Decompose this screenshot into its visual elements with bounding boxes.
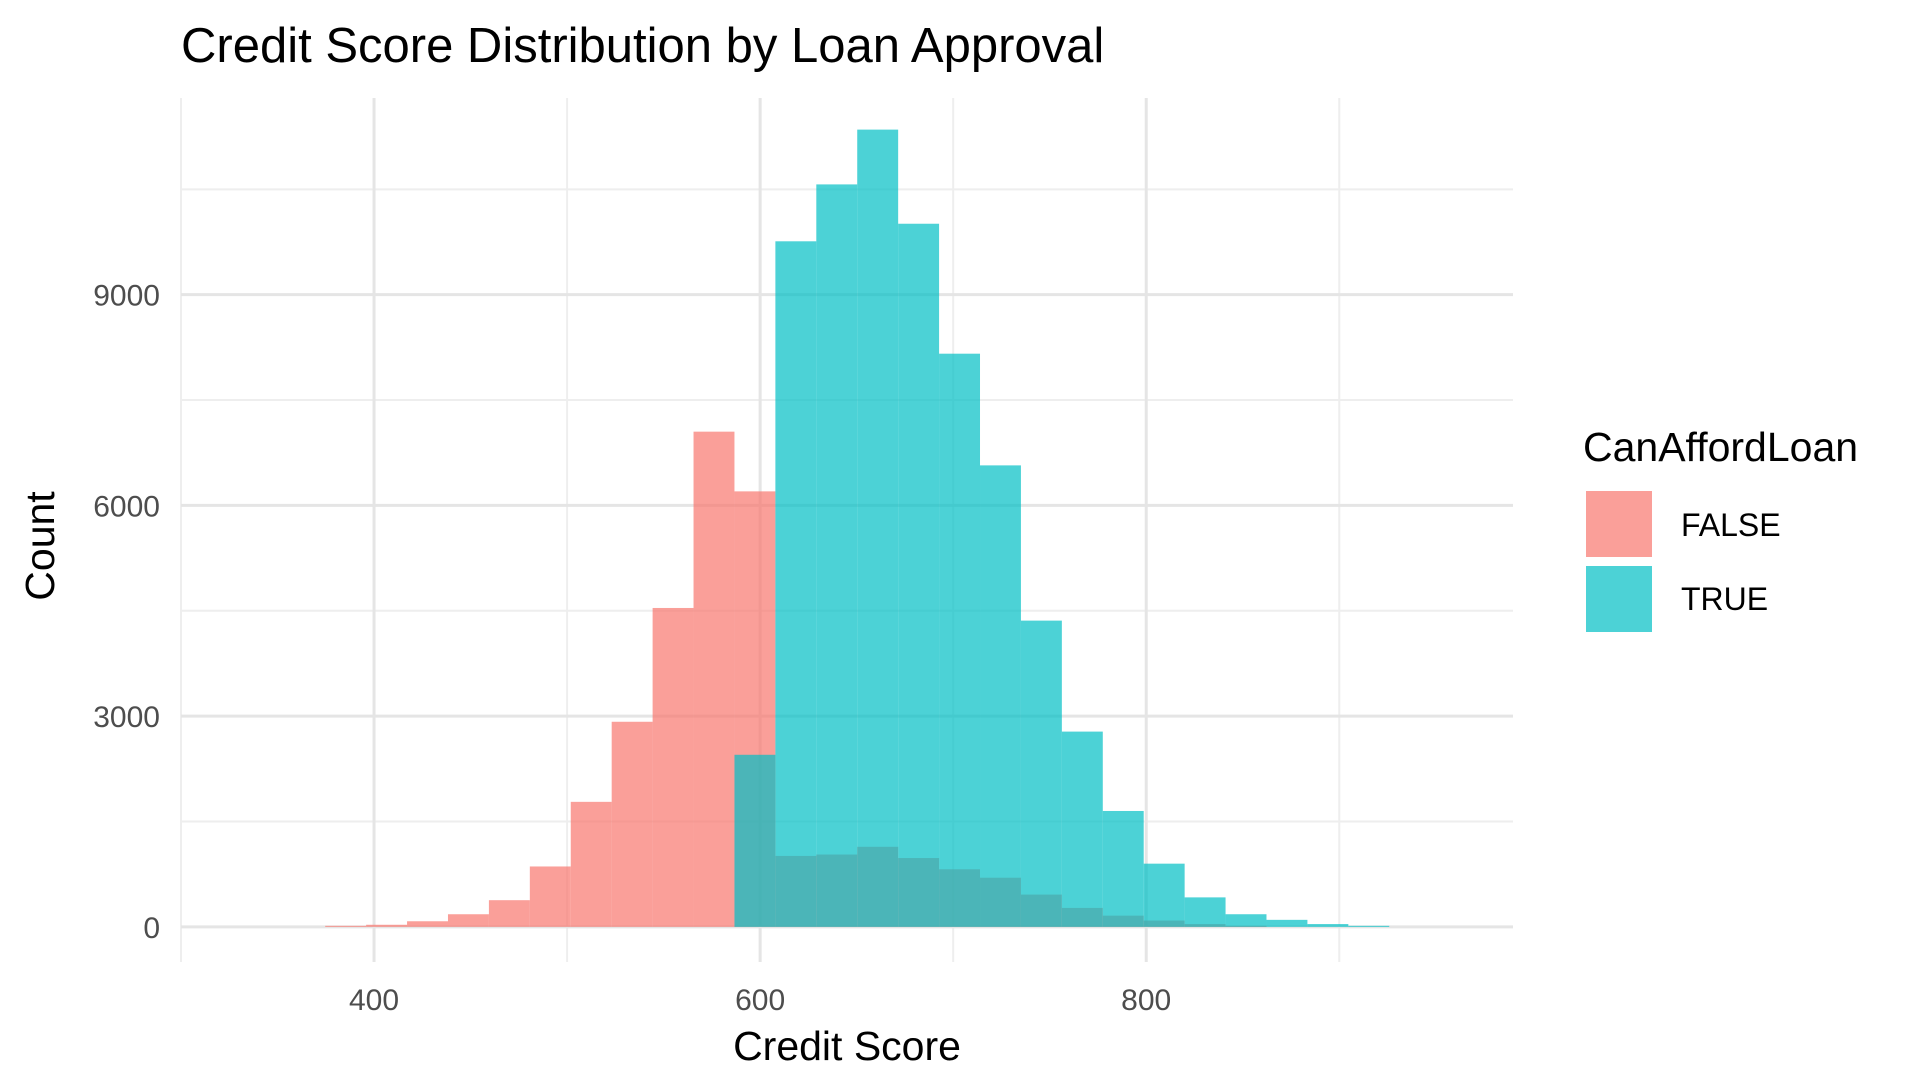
bar-false [488, 900, 530, 927]
legend: CanAffordLoan FALSE TRUE [1583, 424, 1858, 632]
x-axis-title: Credit Score [733, 1023, 961, 1069]
axis-ticks: 400 600 800 0 3000 6000 9000 [93, 280, 1171, 1017]
bar-true [1225, 914, 1267, 927]
y-tick-label: 9000 [93, 280, 160, 313]
histogram-bars [325, 129, 1390, 927]
y-axis-title: Count [17, 491, 63, 601]
bar-true [939, 353, 981, 927]
y-tick-label: 3000 [93, 701, 160, 734]
legend-key-true [1586, 566, 1652, 632]
bar-false [652, 607, 694, 927]
bar-false [611, 721, 653, 927]
bar-false [693, 431, 735, 927]
chart-title: Credit Score Distribution by Loan Approv… [181, 19, 1104, 73]
bar-true [980, 465, 1021, 927]
bar-false [570, 801, 612, 927]
series-true [734, 129, 1390, 927]
bar-true [1102, 810, 1144, 927]
bar-true [1307, 924, 1349, 927]
bar-true [1184, 897, 1226, 927]
bar-false [407, 921, 448, 927]
y-tick-label: 0 [143, 912, 160, 945]
bar-true [734, 754, 776, 927]
bar-false [325, 925, 367, 927]
legend-label-true: TRUE [1681, 581, 1768, 617]
bar-true [898, 223, 940, 927]
bar-false [529, 866, 571, 927]
x-tick-label: 400 [349, 984, 399, 1017]
legend-key-false [1586, 491, 1652, 557]
bar-false [366, 924, 408, 927]
bar-true [1266, 919, 1308, 927]
bar-true [775, 241, 817, 927]
y-tick-label: 6000 [93, 490, 160, 523]
x-tick-label: 800 [1121, 984, 1171, 1017]
legend-label-false: FALSE [1681, 507, 1781, 543]
bar-true [1020, 620, 1062, 927]
legend-title: CanAffordLoan [1583, 424, 1858, 470]
bar-true [857, 129, 899, 927]
bar-true [816, 184, 858, 927]
x-tick-label: 600 [735, 984, 785, 1017]
bar-false [447, 914, 489, 927]
bar-true [1061, 731, 1103, 927]
bar-true [1348, 925, 1390, 927]
bar-true [1143, 863, 1185, 927]
